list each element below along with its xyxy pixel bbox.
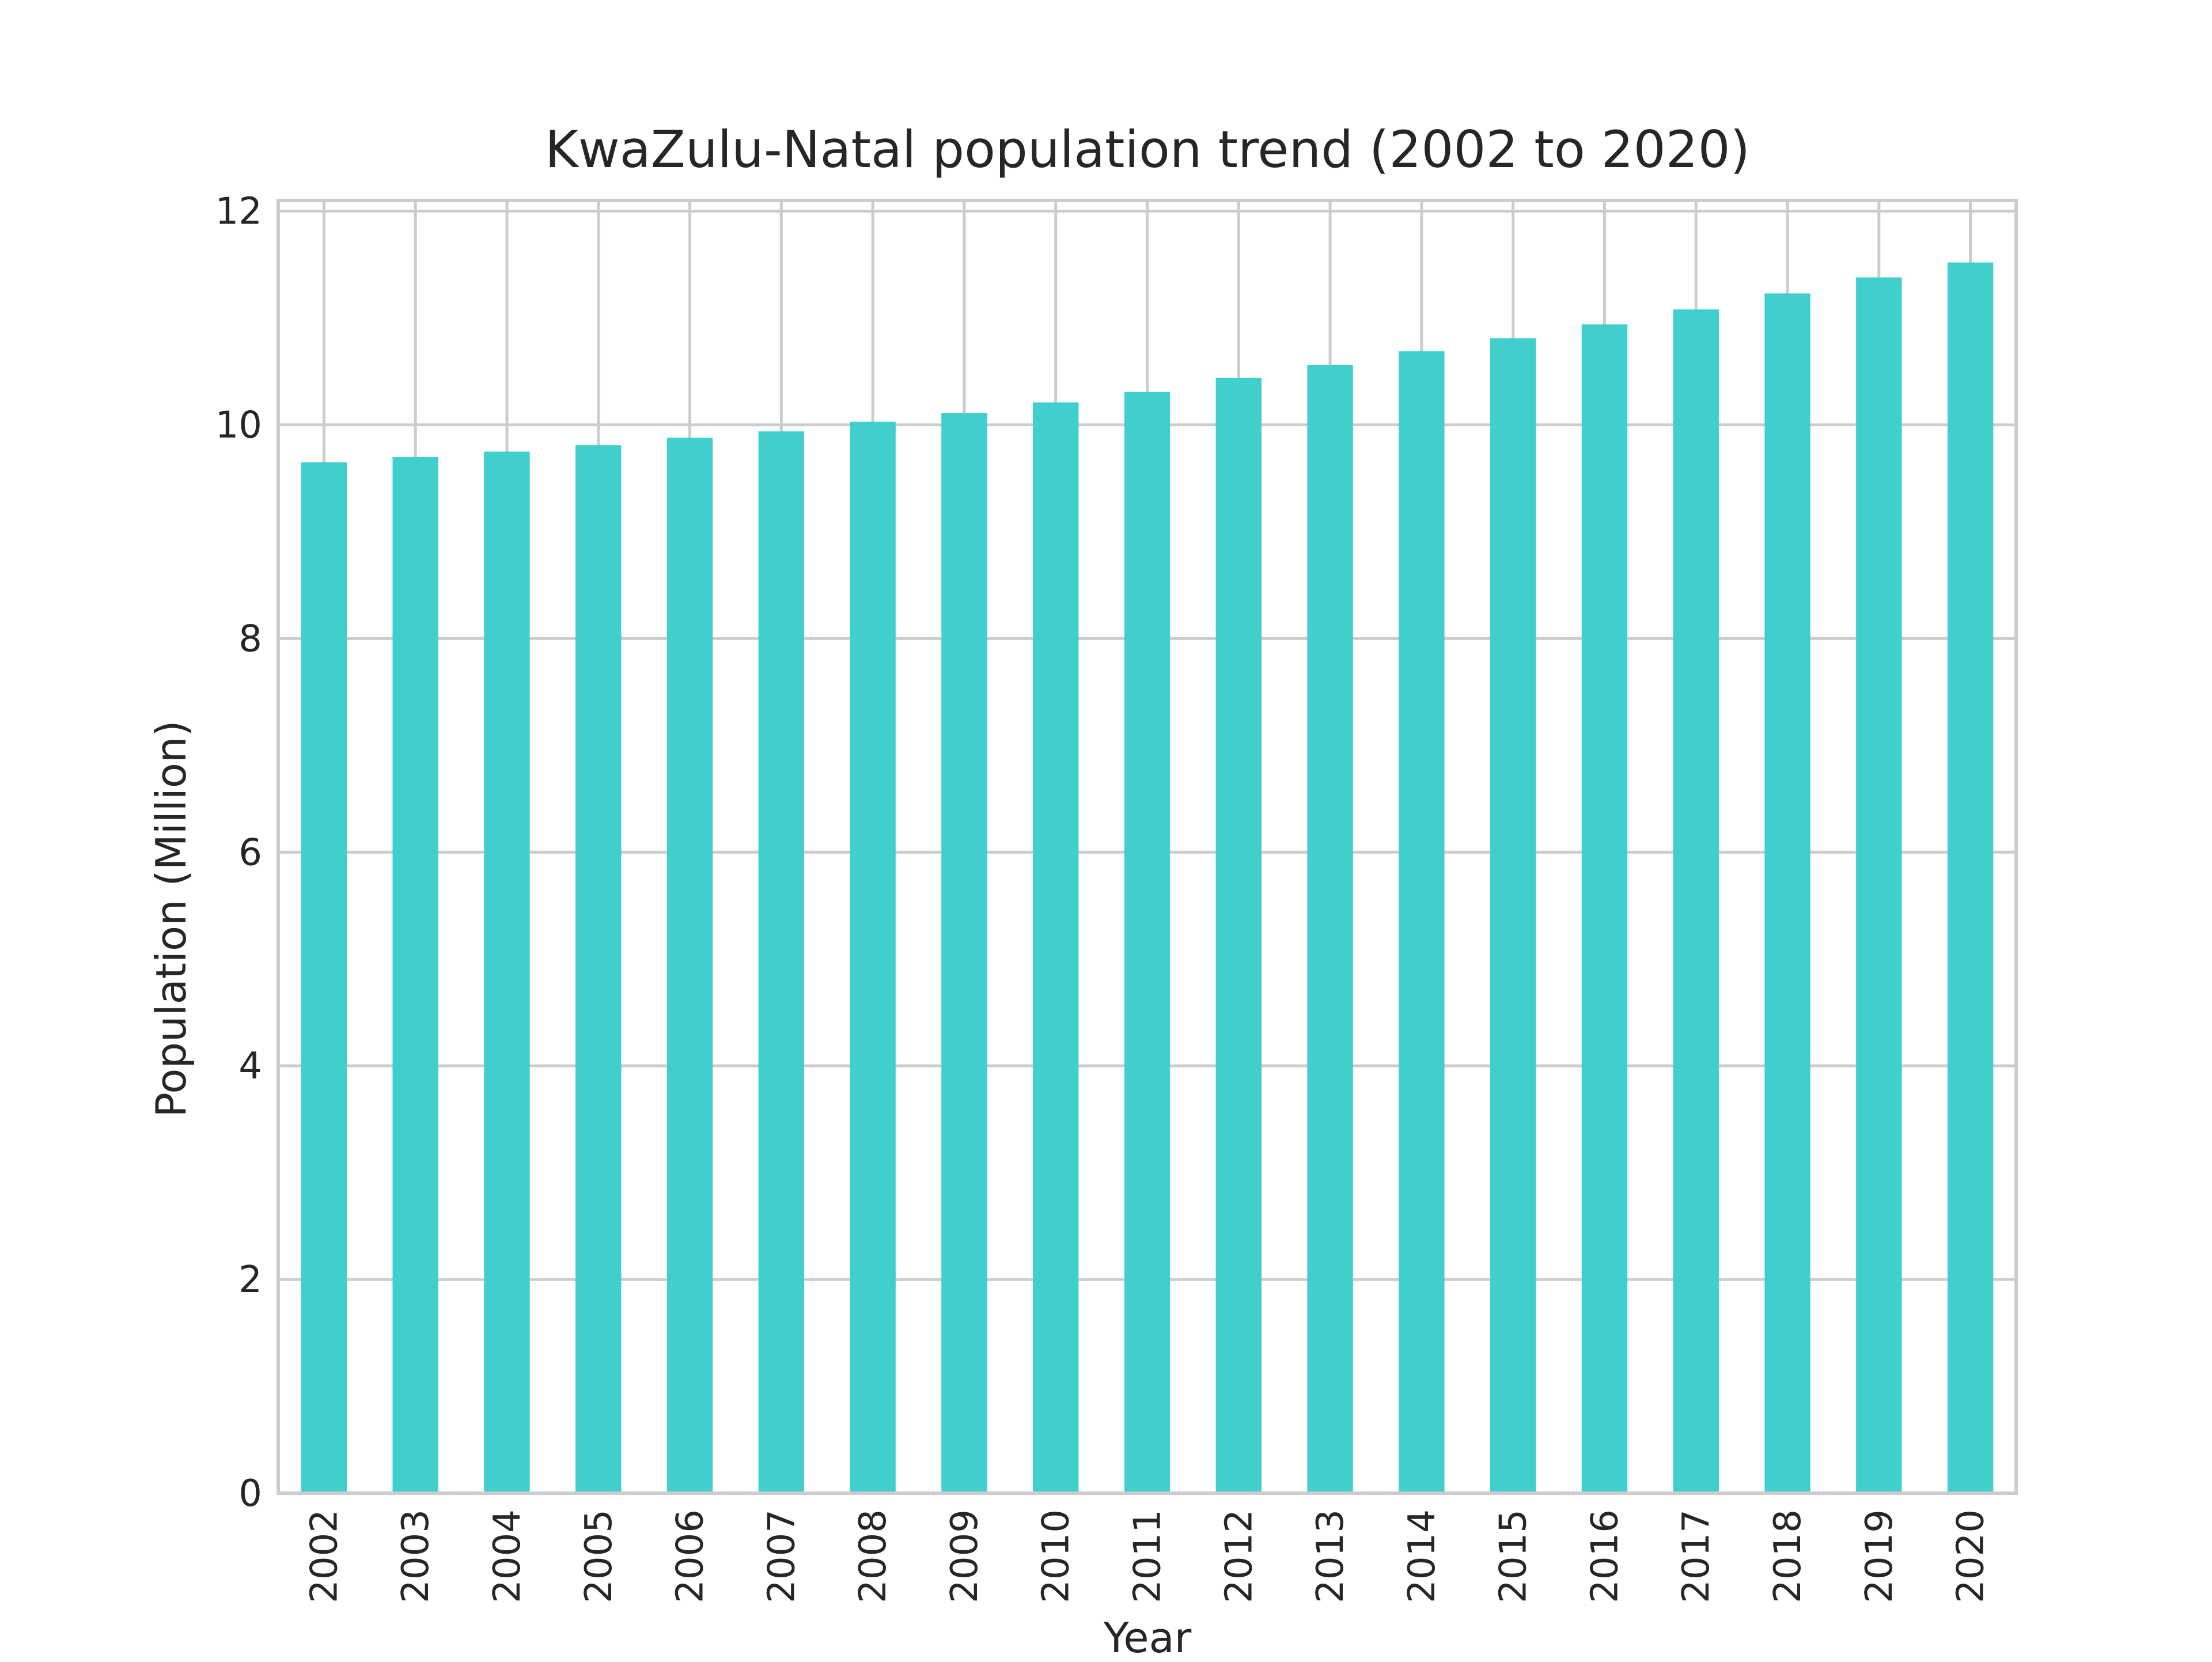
x-tick-label: 2011 [1127,1509,1169,1603]
bar-2005 [575,445,622,1493]
x-tick-label: 2016 [1584,1509,1626,1603]
bar-2006 [666,437,713,1493]
y-tick-label: 10 [215,404,262,446]
y-tick-label: 8 [238,618,262,660]
bar-2019 [1856,277,1902,1493]
y-tick-label: 0 [238,1472,262,1515]
y-axis-label: Population (Million) [147,720,195,1117]
x-tick-label: 2012 [1218,1509,1260,1603]
y-tick-labels: 0 2 4 6 8 10 12 [215,191,262,1515]
x-tick-label: 2005 [578,1509,620,1603]
x-tick-label: 2006 [669,1509,712,1603]
x-tick-label: 2018 [1767,1509,1809,1603]
x-axis-label: Year [1103,1614,1192,1659]
x-tick-label: 2013 [1309,1509,1352,1603]
bar-2017 [1673,309,1719,1494]
plot-frame [276,199,2018,1495]
bar-2014 [1399,351,1445,1493]
x-tick-label: 2003 [395,1509,437,1603]
bar-layer [301,262,1994,1494]
bar-2008 [850,421,896,1494]
bar-2015 [1490,338,1536,1494]
x-tick-label: 2010 [1035,1509,1078,1603]
x-tick-label: 2009 [944,1509,986,1603]
bar-2009 [941,413,987,1493]
bar-2020 [1947,262,1994,1493]
bar-2003 [392,457,438,1494]
x-tick-label: 2017 [1675,1509,1718,1603]
bar-2016 [1581,324,1628,1494]
bar-2011 [1124,391,1171,1493]
bar-2013 [1307,365,1353,1493]
bar-2010 [1033,402,1079,1494]
bar-2007 [758,431,805,1494]
x-tick-label: 2004 [486,1509,529,1603]
bar-2012 [1215,377,1262,1494]
y-tick-label: 12 [215,191,262,233]
x-tick-label: 2008 [852,1509,895,1603]
y-tick-label: 4 [238,1045,262,1088]
bar-2002 [301,462,347,1493]
x-tick-label: 2019 [1858,1509,1901,1603]
y-tick-label: 6 [238,831,262,874]
x-tick-label: 2014 [1401,1509,1444,1603]
x-tick-label: 2002 [303,1509,346,1603]
bar-2018 [1764,293,1810,1493]
x-tick-labels: 2002 2003 2004 2005 2006 2007 2008 2009 2010 2011… [303,1509,1992,1603]
x-tick-label: 2007 [760,1509,803,1603]
chart-title: KwaZulu-Natal population trend (2002 to … [545,120,1750,179]
x-tick-label: 2015 [1493,1509,1535,1603]
bar-2004 [484,451,530,1494]
y-tick-label: 2 [238,1259,262,1301]
x-tick-label: 2020 [1950,1509,1993,1603]
